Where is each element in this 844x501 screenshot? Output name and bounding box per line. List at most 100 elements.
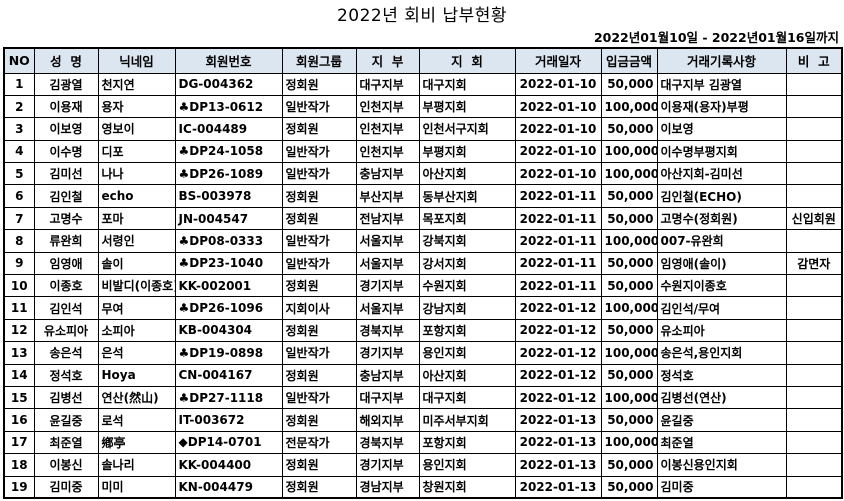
- cell-no: 2: [3, 94, 35, 119]
- cell-transaction-record: 이봉신용인지회: [656, 453, 787, 477]
- cell-name: 김미중: [33, 475, 99, 499]
- table-row: 14 정석호 Hoya CN-004167 정회원 충남지부 아산지회 2022-01-12 5…: [3, 363, 843, 387]
- cell-no: 19: [3, 475, 35, 499]
- cell-chapter: 동부산지회: [418, 184, 516, 208]
- cell-member-number: KK-002001: [174, 274, 283, 298]
- cell-branch: 인천지부: [355, 94, 420, 119]
- cell-chapter: 대구지회: [418, 385, 516, 410]
- cell-transaction-record: 윤길중: [656, 408, 787, 432]
- table-body: 1 김광열 천지연 DG-004362 정회원 대구지부 대구지회 2022-01-10 50,…: [3, 72, 843, 499]
- cell-member-number: ♣DP13-0612: [174, 94, 283, 119]
- cell-member-number: DG-004362: [174, 72, 283, 96]
- cell-nickname: 로석: [97, 408, 176, 432]
- table-row: 13 송은석 은석 ♣DP19-0898 일반작가 경기지부 용인지회 2022-01-12 1…: [3, 341, 843, 365]
- cell-member-group: 정회원: [281, 475, 357, 499]
- cell-transaction-record: 이용재(용자)부평: [656, 94, 787, 119]
- table-header-row: NO 성 명 닉네임 회원번호 회원그룹 지 부 지 회 거래일자 입금금액 거…: [3, 47, 843, 74]
- cell-deposit-amount: 50,000: [600, 184, 658, 208]
- cell-member-group: 일반작가: [281, 94, 357, 119]
- cell-no: 8: [3, 229, 35, 253]
- cell-member-group: 일반작가: [281, 162, 357, 186]
- table-row: 6 김인철 echo BS-003978 정회원 부산지부 동부산지회 2022-01-11 5…: [3, 184, 843, 208]
- cell-note: [785, 229, 843, 253]
- table-row: 7 고명수 포마 JN-004547 정회원 전남지부 목포지회 2022-01-11 50,0…: [3, 206, 843, 231]
- cell-transaction-record: 김인철(ECHO): [656, 184, 787, 208]
- cell-transaction-date: 2022-01-13: [514, 430, 602, 455]
- cell-transaction-record: 정석호: [656, 363, 787, 387]
- cell-transaction-date: 2022-01-12: [514, 385, 602, 410]
- cell-member-group: 정회원: [281, 453, 357, 477]
- cell-deposit-amount: 100,000: [600, 139, 658, 164]
- cell-branch: 경기지부: [355, 453, 420, 477]
- cell-nickname: 서령인: [97, 229, 176, 253]
- header-transaction-record: 거래기록사항: [656, 47, 787, 74]
- cell-no: 7: [3, 206, 35, 231]
- cell-deposit-amount: 100,000: [600, 229, 658, 253]
- cell-nickname: 솔나리: [97, 453, 176, 477]
- cell-name: 이종호: [33, 274, 99, 298]
- cell-note: [785, 385, 843, 410]
- page-title: 2022년 회비 납부현황: [336, 6, 508, 26]
- cell-no: 18: [3, 453, 35, 477]
- cell-name: 김병선: [33, 385, 99, 410]
- cell-branch: 경기지부: [355, 341, 420, 365]
- cell-member-group: 일반작가: [281, 139, 357, 164]
- table-row: 3 이보영 영보이 IC-004489 정회원 인천지부 인천서구지회 2022-01-10 5…: [3, 117, 843, 141]
- cell-transaction-record: 최준열: [656, 430, 787, 455]
- cell-nickname: 용자: [97, 94, 176, 119]
- cell-name: 이용재: [33, 94, 99, 119]
- cell-transaction-date: 2022-01-11: [514, 206, 602, 231]
- table-row: 12 유소피아 소피아 KB-004304 정회원 경북지부 포항지회 2022-01-12 5…: [3, 318, 843, 343]
- table-row: 16 윤길중 로석 IT-003672 정회원 해외지부 미주서부지회 2022-01-13 5…: [3, 408, 843, 432]
- cell-transaction-date: 2022-01-11: [514, 184, 602, 208]
- cell-deposit-amount: 50,000: [600, 408, 658, 432]
- cell-note: [785, 139, 843, 164]
- cell-name: 김인석: [33, 296, 99, 320]
- cell-name: 윤길중: [33, 408, 99, 432]
- cell-name: 김광열: [33, 72, 99, 96]
- cell-member-number: ♣DP27-1118: [174, 385, 283, 410]
- cell-branch: 인천지부: [355, 139, 420, 164]
- cell-nickname: 鄕亭: [97, 430, 176, 455]
- table-row: 17 최준열 鄕亭 ◆DP14-0701 전문작가 경북지부 포항지회 2022-01-13 1…: [3, 430, 843, 455]
- cell-name: 이봉신: [33, 453, 99, 477]
- cell-nickname: 은석: [97, 341, 176, 365]
- cell-transaction-record: 이수명부평지회: [656, 139, 787, 164]
- table-row: 10 이종호 비발디(이종호) KK-002001 정회원 경기지부 수원지회 2022-01…: [3, 274, 843, 298]
- table-row: 4 이수명 디포 ♣DP24-1058 일반작가 인천지부 부평지회 2022-01-10 10…: [3, 139, 843, 164]
- cell-member-number: KK-004400: [174, 453, 283, 477]
- cell-nickname: 연산(然山): [97, 385, 176, 410]
- cell-member-group: 정회원: [281, 363, 357, 387]
- cell-chapter: 아산지회: [418, 162, 516, 186]
- cell-transaction-record: 고명수(정회원): [656, 206, 787, 231]
- cell-note: [785, 430, 843, 455]
- cell-branch: 인천지부: [355, 117, 420, 141]
- cell-name: 류완희: [33, 229, 99, 253]
- cell-transaction-record: 김병선(연산): [656, 385, 787, 410]
- cell-note: [785, 408, 843, 432]
- date-range: 2022년01월10일 - 2022년01월16일까지: [593, 30, 839, 45]
- cell-branch: 충남지부: [355, 162, 420, 186]
- cell-chapter: 미주서부지회: [418, 408, 516, 432]
- cell-transaction-date: 2022-01-10: [514, 117, 602, 141]
- cell-name: 김인철: [33, 184, 99, 208]
- cell-branch: 서울지부: [355, 229, 420, 253]
- cell-transaction-record: 007-유완희: [656, 229, 787, 253]
- cell-member-number: IC-004489: [174, 117, 283, 141]
- cell-member-group: 정회원: [281, 274, 357, 298]
- cell-no: 10: [3, 274, 35, 298]
- cell-name: 임영애: [33, 251, 99, 276]
- cell-member-group: 정회원: [281, 206, 357, 231]
- cell-note: [785, 117, 843, 141]
- table-row: 8 류완희 서령인 ♣DP08-0333 일반작가 서울지부 강북지회 2022-01-11 1…: [3, 229, 843, 253]
- cell-branch: 대구지부: [355, 72, 420, 96]
- cell-member-number: ◆DP14-0701: [174, 430, 283, 455]
- cell-deposit-amount: 100,000: [600, 296, 658, 320]
- cell-no: 1: [3, 72, 35, 96]
- cell-transaction-date: 2022-01-13: [514, 453, 602, 477]
- cell-note: [785, 184, 843, 208]
- cell-no: 5: [3, 162, 35, 186]
- cell-branch: 서울지부: [355, 296, 420, 320]
- cell-name: 최준열: [33, 430, 99, 455]
- cell-transaction-date: 2022-01-12: [514, 341, 602, 365]
